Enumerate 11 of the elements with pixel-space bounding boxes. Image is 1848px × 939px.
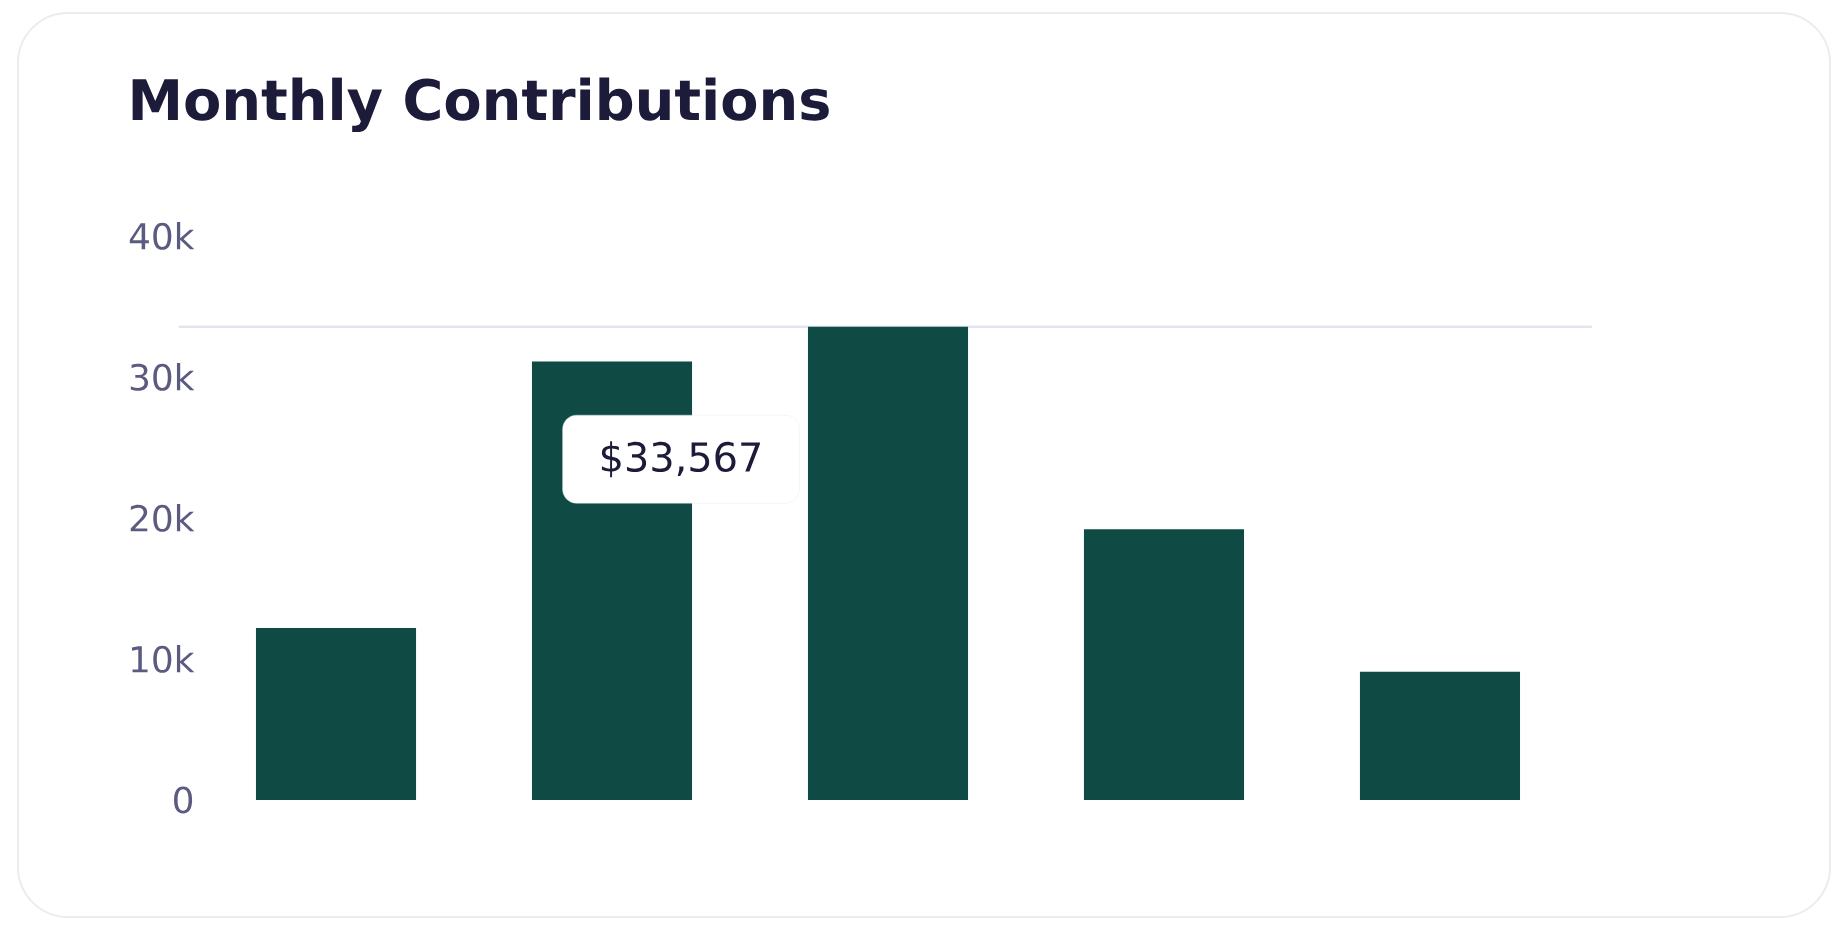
bar bbox=[807, 326, 969, 800]
y-tick-label: 0 bbox=[174, 786, 193, 814]
y-tick-label: 10k bbox=[132, 645, 195, 673]
y-tick-label: 40k bbox=[129, 222, 195, 250]
bar bbox=[255, 627, 417, 800]
bar bbox=[1083, 529, 1245, 800]
chart-title: Monthly Contributions bbox=[132, 77, 829, 133]
y-tick-label: 20k bbox=[130, 504, 195, 532]
annotation: $33,567 bbox=[601, 441, 760, 478]
y-tick-label: 30k bbox=[130, 363, 195, 391]
bar bbox=[1359, 671, 1521, 800]
